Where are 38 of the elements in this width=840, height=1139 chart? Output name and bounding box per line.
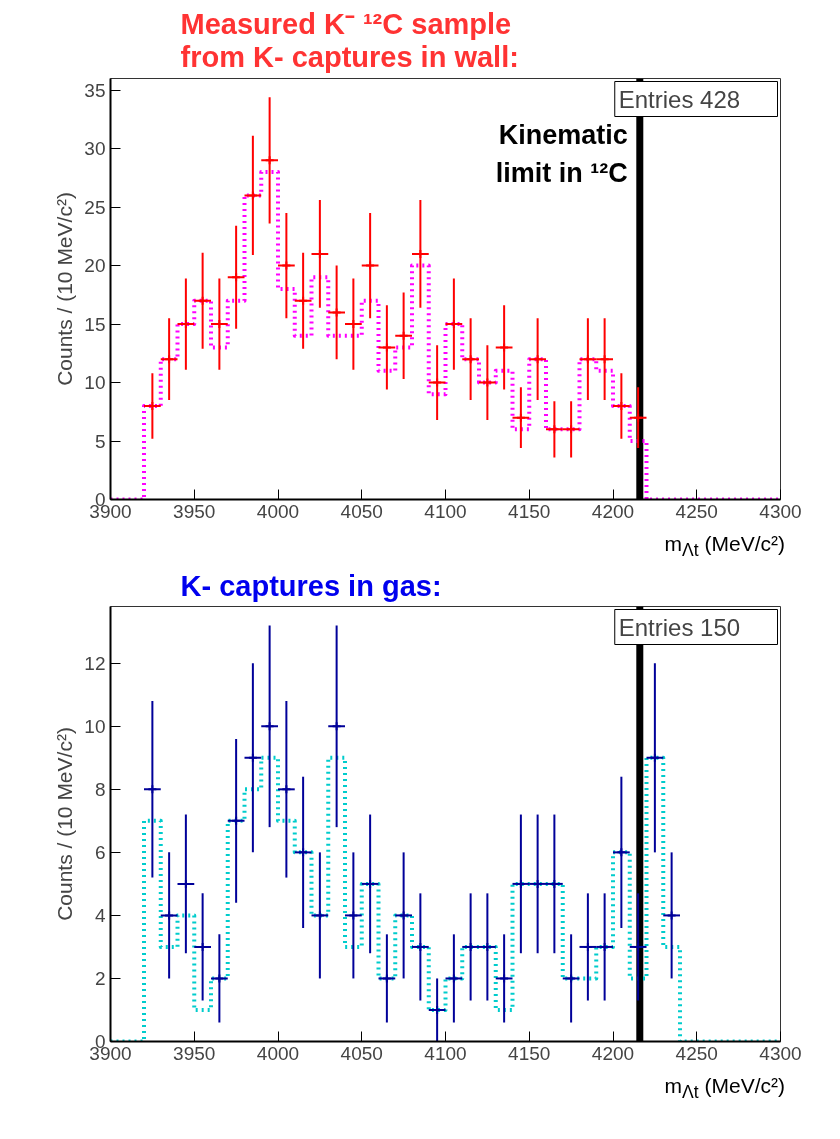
x-tick-label: 4200 <box>591 1042 635 1064</box>
chart-title: Measured K⁻ ¹²C sample from K- captures in wall: <box>180 7 519 74</box>
y-tick-label: 12 <box>84 652 106 674</box>
x-tick-label: 3950 <box>173 500 216 522</box>
x-axis-title: m$_{Λt}$ (MeV/c²) <box>664 531 785 563</box>
ref-line-label: Kinematic limit in ¹²C <box>495 120 628 188</box>
y-tick-label: 20 <box>84 255 106 277</box>
y-tick-label: 25 <box>84 196 106 218</box>
x-tick-label: 4050 <box>340 500 383 522</box>
y-tick-label: 10 <box>84 372 106 394</box>
y-tick-label: 8 <box>94 778 106 800</box>
y-tick-label: 4 <box>94 904 106 926</box>
y-tick-label: 2 <box>94 967 106 989</box>
x-axis-title: m$_{Λt}$ (MeV/c²) <box>664 1073 785 1105</box>
x-tick-label: 4250 <box>675 500 718 522</box>
x-tick-label: 3950 <box>173 1042 216 1064</box>
x-tick-label: 4150 <box>508 500 551 522</box>
y-tick-label: 10 <box>84 715 106 737</box>
x-tick-label: 4050 <box>340 1042 383 1064</box>
y-tick-label: 5 <box>94 430 106 452</box>
annotation: Entries 428 <box>618 85 741 113</box>
chart-title: K- captures in gas: <box>180 569 442 602</box>
x-tick-label: 4000 <box>256 500 300 522</box>
x-tick-label: 4100 <box>424 500 467 522</box>
y-axis-title: Counts / (10 MeV/c²) <box>53 192 77 386</box>
y-axis-title: Counts / (10 MeV/c²) <box>53 727 77 921</box>
x-tick-label: 4000 <box>256 1042 300 1064</box>
x-tick-label: 4100 <box>424 1042 467 1064</box>
x-tick-label: 4150 <box>508 1042 551 1064</box>
y-tick-label: 6 <box>94 841 106 863</box>
y-tick-label: 15 <box>84 313 106 335</box>
x-tick-label: 4250 <box>675 1042 718 1064</box>
x-tick-label: 4300 <box>759 1042 802 1064</box>
annotation: Entries 150 <box>618 613 741 641</box>
x-tick-label: 4300 <box>759 500 802 522</box>
x-tick-label: 4200 <box>591 500 635 522</box>
y-tick-label: 35 <box>84 79 106 101</box>
y-tick-label: 30 <box>84 138 106 160</box>
